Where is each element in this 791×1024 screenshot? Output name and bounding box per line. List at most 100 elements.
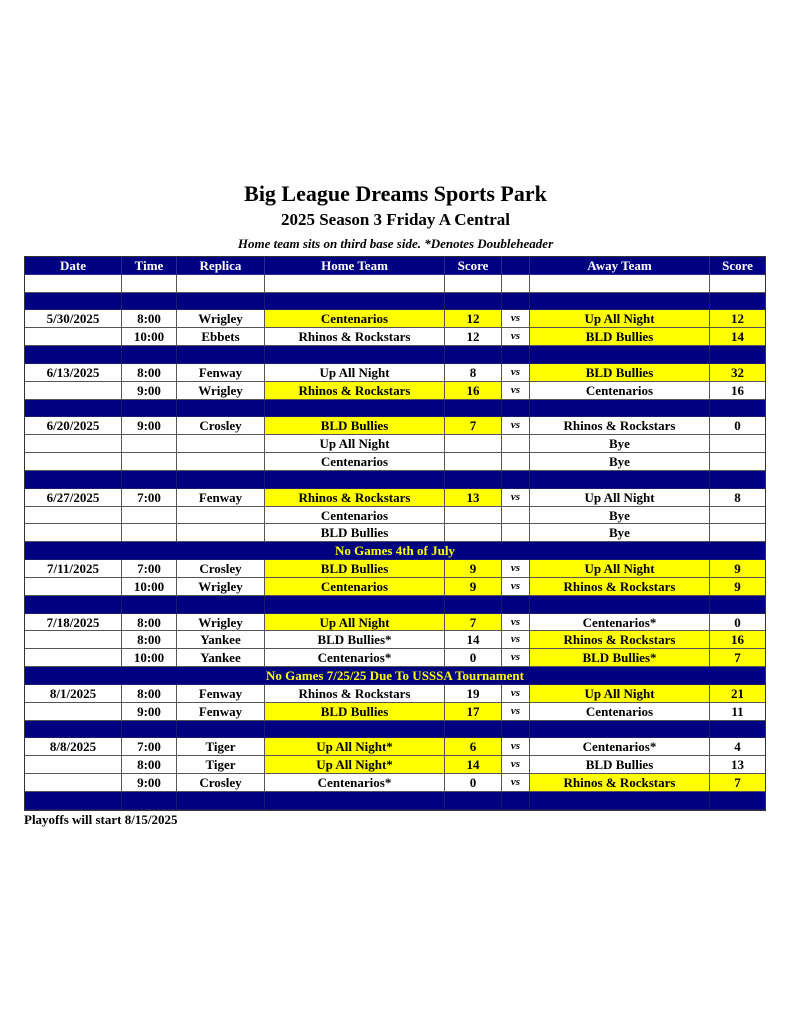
home-score-cell: 7: [445, 613, 502, 632]
away-score-cell: 13: [710, 756, 765, 775]
away-team-cell: Centenarios*: [530, 613, 710, 632]
replica-cell: [177, 435, 265, 454]
time-cell: 9:00: [122, 381, 177, 400]
time-cell: [122, 346, 177, 364]
away-team-cell: [530, 470, 710, 489]
vs-cell: vs: [502, 702, 530, 721]
date-cell: [25, 631, 122, 650]
away-team-cell: Bye: [530, 524, 710, 543]
date-cell: [25, 524, 122, 543]
away-team-cell: Rhinos & Rockstars: [530, 774, 710, 792]
away-score-cell: 12: [710, 310, 765, 329]
date-cell: [25, 791, 122, 810]
replica-cell: Ebbets: [177, 328, 265, 347]
replica-cell: [177, 720, 265, 739]
away-team-cell: [530, 791, 710, 810]
table-row: Centenarios Bye: [25, 453, 765, 471]
replica-cell: Wrigley: [177, 577, 265, 596]
home-team-cell: Centenarios: [265, 453, 445, 471]
date-cell: [25, 506, 122, 525]
away-score-cell: [710, 292, 765, 311]
vs-cell: [502, 506, 530, 525]
away-team-cell: [530, 720, 710, 739]
header-time: Time: [122, 257, 177, 275]
away-score-cell: [710, 791, 765, 810]
schedule-table: Date Time Replica Home Team Score Away T…: [24, 256, 766, 811]
home-team-cell: Up All Night*: [265, 738, 445, 757]
table-row: 7/18/2025 8:00 Wrigley Up All Night 7 vs Cente…: [25, 613, 765, 632]
home-team-cell: BLD Bullies: [265, 702, 445, 721]
home-score-cell: [445, 470, 502, 489]
time-cell: 10:00: [122, 328, 177, 347]
away-score-cell: 0: [710, 417, 765, 436]
vs-cell: vs: [502, 631, 530, 650]
vs-cell: [502, 470, 530, 489]
banner-row: No Games 7/25/25 Due To USSSA Tournament: [25, 667, 765, 686]
away-team-cell: [530, 346, 710, 364]
header-vs: [502, 257, 530, 275]
away-team-cell: BLD Bullies: [530, 328, 710, 347]
home-score-cell: [445, 720, 502, 739]
date-cell: [25, 453, 122, 471]
home-team-cell: [265, 346, 445, 364]
time-cell: 9:00: [122, 774, 177, 792]
vs-cell: [502, 453, 530, 471]
banner-text: No Games 7/25/25 Due To USSSA Tournament: [25, 667, 765, 686]
header-date: Date: [25, 257, 122, 275]
table-row: 8:00 Yankee BLD Bullies* 14 vs Rhinos & Rocks…: [25, 631, 765, 650]
time-cell: 7:00: [122, 738, 177, 757]
date-cell: [25, 381, 122, 400]
replica-cell: [177, 399, 265, 418]
date-cell: 7/18/2025: [25, 613, 122, 632]
away-score-cell: 32: [710, 363, 765, 382]
away-score-cell: [710, 507, 765, 525]
time-cell: 8:00: [122, 756, 177, 775]
vs-cell: [502, 524, 530, 543]
away-team-cell: [530, 595, 710, 614]
page-title: Big League Dreams Sports Park: [244, 181, 547, 206]
replica-cell: [177, 506, 265, 525]
replica-cell: [177, 453, 265, 471]
separator-row: [25, 595, 765, 614]
away-team-cell: Centenarios: [530, 381, 710, 400]
table-row: 10:00 Yankee Centenarios* 0 vs BLD Bullies* 7: [25, 649, 765, 668]
home-team-cell: [265, 399, 445, 418]
away-score-cell: 14: [710, 328, 765, 347]
replica-cell: Wrigley: [177, 613, 265, 632]
home-team-cell: Rhinos & Rockstars: [265, 488, 445, 507]
separator-row: [25, 720, 765, 739]
home-team-cell: Up All Night*: [265, 756, 445, 775]
vs-cell: vs: [502, 577, 530, 596]
time-cell: 9:00: [122, 417, 177, 436]
time-cell: [122, 470, 177, 489]
vs-cell: vs: [502, 684, 530, 703]
away-score-cell: [710, 435, 765, 454]
vs-cell: vs: [502, 488, 530, 507]
home-score-cell: 12: [445, 310, 502, 329]
replica-cell: Wrigley: [177, 310, 265, 329]
date-cell: [25, 435, 122, 454]
away-team-cell: [530, 292, 710, 311]
banner-row: No Games 4th of July: [25, 542, 765, 561]
home-team-cell: Centenarios: [265, 577, 445, 596]
date-cell: [25, 720, 122, 739]
vs-cell: vs: [502, 381, 530, 400]
away-team-cell: Up All Night: [530, 684, 710, 703]
time-cell: 8:00: [122, 363, 177, 382]
away-score-cell: [710, 470, 765, 489]
home-team-cell: [265, 292, 445, 311]
vs-cell: vs: [502, 649, 530, 668]
banner-text: No Games 4th of July: [25, 542, 765, 561]
away-team-cell: Rhinos & Rockstars: [530, 631, 710, 650]
replica-cell: Crosley: [177, 774, 265, 792]
date-cell: [25, 774, 122, 792]
home-team-cell: Centenarios*: [265, 774, 445, 792]
table-row: 8/1/2025 8:00 Fenway Rhinos & Rockstars 19 vs…: [25, 684, 765, 703]
time-cell: 10:00: [122, 577, 177, 596]
replica-cell: Tiger: [177, 738, 265, 757]
date-cell: [25, 399, 122, 418]
away-score-cell: 9: [710, 577, 765, 596]
replica-cell: Fenway: [177, 702, 265, 721]
table-row: 6/27/2025 7:00 Fenway Rhinos & Rockstars 13 v…: [25, 488, 765, 507]
replica-cell: Yankee: [177, 649, 265, 668]
